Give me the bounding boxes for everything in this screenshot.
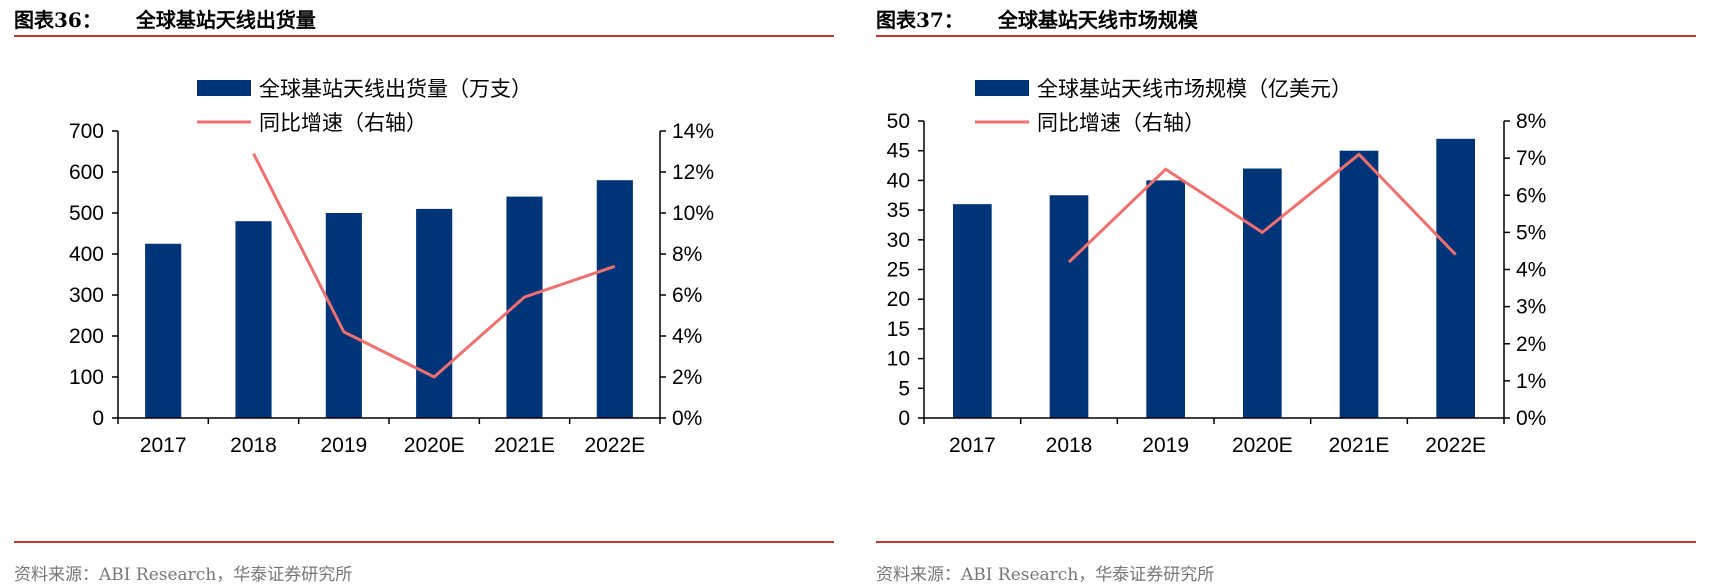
bar-2022E bbox=[597, 180, 633, 418]
legend-line-label: 同比增速（右轴） bbox=[259, 111, 427, 135]
right-tick-label: 3% bbox=[1516, 296, 1546, 319]
bar-2017 bbox=[953, 204, 992, 418]
x-tick-label: 2019 bbox=[320, 434, 367, 457]
left-tick-label: 0 bbox=[92, 407, 104, 430]
left-tick-label: 20 bbox=[887, 288, 910, 311]
right-tick-label: 5% bbox=[1516, 221, 1546, 244]
source-rule bbox=[14, 541, 834, 543]
bar-2019 bbox=[1146, 180, 1185, 418]
figure-title-text: 全球基站天线市场规模 bbox=[998, 8, 1198, 32]
right-tick-label: 4% bbox=[1516, 259, 1546, 282]
left-tick-label: 0 bbox=[898, 407, 910, 430]
legend-line-label: 同比增速（右轴） bbox=[1037, 111, 1205, 135]
left-tick-label: 35 bbox=[887, 199, 910, 222]
left-tick-label: 50 bbox=[887, 110, 910, 133]
axes bbox=[918, 121, 1510, 424]
right-tick-label: 8% bbox=[1516, 110, 1546, 133]
chart-panel-market-size: 图表37： 全球基站天线市场规模 0 5 10 15 20 25 30 35 40 45 50 0% 1%… bbox=[876, 0, 1706, 584]
left-tick-label: 200 bbox=[69, 325, 104, 348]
title-rule bbox=[876, 35, 1696, 37]
bar-2019 bbox=[326, 213, 362, 418]
x-tick-label: 2022E bbox=[584, 434, 645, 457]
x-tick-label: 2021E bbox=[1329, 434, 1390, 457]
x-tick-label: 2021E bbox=[494, 434, 555, 457]
right-tick-label: 14% bbox=[672, 120, 714, 143]
left-tick-label: 40 bbox=[887, 169, 910, 192]
figure-title: 图表36： 全球基站天线出货量 bbox=[14, 4, 316, 33]
right-tick-label: 2% bbox=[1516, 333, 1546, 356]
chart-panel-shipments: 图表36： 全球基站天线出货量 0 100 200 300 400 500 600 700 0% 2… bbox=[14, 0, 844, 584]
right-tick-label: 2% bbox=[672, 366, 702, 389]
x-tick-label: 2017 bbox=[949, 434, 996, 457]
x-tick-label: 2018 bbox=[230, 434, 277, 457]
right-tick-label: 4% bbox=[672, 325, 702, 348]
bar-2018 bbox=[235, 221, 271, 418]
figure-label: 图表36： bbox=[14, 8, 102, 32]
legend-bar-label: 全球基站天线市场规模（亿美元） bbox=[1037, 77, 1352, 101]
right-tick-label: 7% bbox=[1516, 147, 1546, 170]
figure-label: 图表37： bbox=[876, 8, 964, 32]
left-tick-label: 600 bbox=[69, 161, 104, 184]
left-tick-label: 10 bbox=[887, 348, 910, 371]
left-tick-label: 15 bbox=[887, 318, 910, 341]
x-tick-label: 2020E bbox=[404, 434, 465, 457]
left-tick-label: 300 bbox=[69, 284, 104, 307]
legend-bar-swatch bbox=[197, 80, 251, 96]
left-tick-label: 100 bbox=[69, 366, 104, 389]
bar-2021E bbox=[1340, 151, 1379, 418]
left-tick-label: 500 bbox=[69, 202, 104, 225]
market-size-chart: 0 5 10 15 20 25 30 35 40 45 50 0% 1% 2% 3% 4% 5% 6% 7% 8% 20… bbox=[876, 60, 1706, 500]
x-tick-label: 2022E bbox=[1425, 434, 1486, 457]
bar-2020E bbox=[1243, 169, 1282, 418]
left-tick-label: 45 bbox=[887, 140, 910, 163]
bar-2022E bbox=[1436, 139, 1475, 418]
right-tick-label: 6% bbox=[1516, 184, 1546, 207]
x-tick-label: 2017 bbox=[140, 434, 187, 457]
left-tick-label: 5 bbox=[898, 377, 910, 400]
source-rule bbox=[876, 541, 1696, 543]
bar-2017 bbox=[145, 244, 181, 418]
source-note: 资料来源：ABI Research，华泰证券研究所 bbox=[14, 560, 352, 585]
figure-title: 图表37： 全球基站天线市场规模 bbox=[876, 4, 1198, 33]
right-tick-label: 8% bbox=[672, 243, 702, 266]
title-rule bbox=[14, 35, 834, 37]
figure-title-text: 全球基站天线出货量 bbox=[136, 8, 316, 32]
left-tick-label: 700 bbox=[69, 120, 104, 143]
right-tick-label: 0% bbox=[672, 407, 702, 430]
bar-2020E bbox=[416, 209, 452, 418]
bar-2018 bbox=[1050, 195, 1089, 418]
left-tick-label: 30 bbox=[887, 229, 910, 252]
left-tick-label: 400 bbox=[69, 243, 104, 266]
x-tick-label: 2018 bbox=[1046, 434, 1093, 457]
right-tick-label: 10% bbox=[672, 202, 714, 225]
x-tick-label: 2020E bbox=[1232, 434, 1293, 457]
right-tick-label: 12% bbox=[672, 161, 714, 184]
source-note: 资料来源：ABI Research，华泰证券研究所 bbox=[876, 560, 1214, 585]
legend-bar-label: 全球基站天线出货量（万支） bbox=[259, 77, 532, 101]
right-tick-label: 0% bbox=[1516, 407, 1546, 430]
shipments-chart: 0 100 200 300 400 500 600 700 0% 2% 4% 6% 8% 10% 12% 14… bbox=[14, 60, 844, 500]
legend-bar-swatch bbox=[975, 80, 1029, 96]
right-tick-label: 6% bbox=[672, 284, 702, 307]
x-tick-label: 2019 bbox=[1142, 434, 1189, 457]
right-tick-label: 1% bbox=[1516, 370, 1546, 393]
left-tick-label: 25 bbox=[887, 259, 910, 282]
